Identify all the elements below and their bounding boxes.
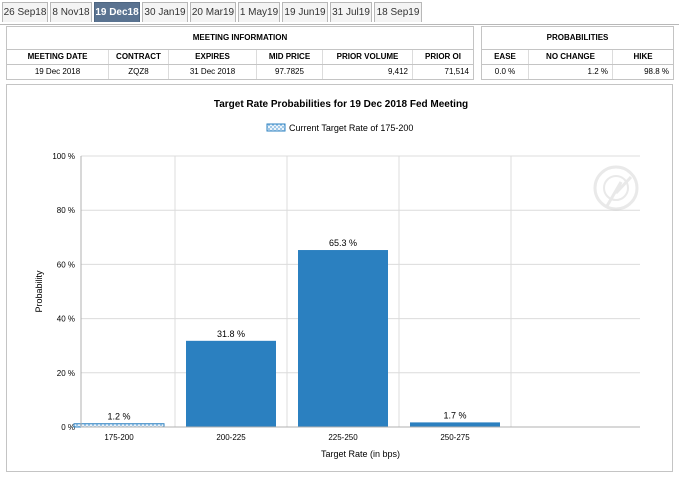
header-prior-volume: PRIOR VOLUME (323, 50, 413, 64)
probabilities-title: PROBABILITIES (482, 27, 673, 50)
legend-swatch (266, 123, 286, 132)
header-expires: EXPIRES (169, 50, 257, 64)
x-tick-labels: 175-200 200-225 225-250 250-275 (104, 433, 470, 442)
data-label-250-275: 1.7 % (443, 410, 466, 420)
data-label-200-225: 31.8 % (217, 329, 245, 339)
header-prior-oi: PRIOR OI (424, 52, 461, 61)
chart-panel: Target Rate Probabilities for 19 Dec 201… (6, 84, 673, 472)
probabilities-panel: PROBABILITIES EASE NO CHANGE HIKE 0.0 % … (481, 26, 674, 80)
tab-8-nov18[interactable]: 8 Nov18 (50, 2, 92, 22)
tab-30-jan19[interactable]: 30 Jan19 (142, 2, 188, 22)
x-axis-label: Target Rate (in bps) (321, 449, 400, 459)
expires-value: 31 Dec 2018 (169, 65, 257, 79)
rate-probability-chart: Target Rate Probabilities for 19 Dec 201… (34, 99, 640, 459)
y-tick-label: 20 % (57, 369, 75, 378)
header-ease: EASE (482, 50, 529, 64)
probabilities-row: 0.0 % 1.2 % 98.8 % (482, 65, 673, 79)
y-tick-label: 80 % (57, 206, 75, 215)
meeting-information-header-row: MEETING DATE CONTRACT EXPIRES MID PRICE … (7, 50, 473, 65)
contract-value: ZQZ8 (109, 65, 169, 79)
x-tick-label-200-225: 200-225 (216, 433, 246, 442)
y-tick-label: 0 % (61, 423, 75, 432)
y-axis-label: Probability (34, 270, 44, 313)
watermark-logo (593, 165, 639, 211)
tab-18-sep19[interactable]: 18 Sep19 (374, 2, 422, 22)
bar-225-250[interactable] (298, 250, 388, 427)
bar-250-275[interactable] (410, 422, 500, 427)
mid-price-value: 97.7825 (257, 65, 323, 79)
tab-19-dec18[interactable]: 19 Dec18 (94, 2, 140, 22)
meeting-information-title: MEETING INFORMATION (7, 27, 473, 50)
x-tick-label-250-275: 250-275 (440, 433, 470, 442)
x-tick-label-175-200: 175-200 (104, 433, 134, 442)
tab-20-mar19[interactable]: 20 Mar19 (190, 2, 236, 22)
bars (73, 250, 500, 428)
y-tick-label: 100 % (52, 152, 75, 161)
header-contract: CONTRACT (109, 50, 169, 64)
x-tick-label-225-250: 225-250 (328, 433, 358, 442)
chart-legend[interactable]: Current Target Rate of 175-200 (266, 123, 413, 133)
prior-volume-value: 9,412 (323, 65, 413, 79)
bar-200-225[interactable] (186, 340, 276, 427)
prior-oi-value: 71,514 (444, 67, 469, 76)
meeting-date-value: 19 Dec 2018 (7, 65, 109, 79)
data-labels: 1.2 % 31.8 % 65.3 % 1.7 % (107, 238, 466, 422)
data-label-175-200: 1.2 % (107, 412, 130, 422)
data-label-225-250: 65.3 % (329, 238, 357, 248)
meeting-information-panel: MEETING INFORMATION MEETING DATE CONTRAC… (6, 26, 474, 80)
header-mid-price: MID PRICE (257, 50, 323, 64)
tab-1-may19[interactable]: 1 May19 (238, 2, 280, 22)
y-tick-label: 60 % (57, 260, 75, 269)
tab-31-jul19[interactable]: 31 Jul19 (330, 2, 372, 22)
meeting-tabs: 26 Sep18 8 Nov18 19 Dec18 30 Jan19 20 Mar19 1… (0, 0, 679, 25)
header-meeting-date: MEETING DATE (7, 50, 109, 64)
header-hike: HIKE (633, 52, 653, 61)
y-tick-label: 40 % (57, 315, 75, 324)
hike-value: 98.8 % (644, 67, 669, 76)
legend-label: Current Target Rate of 175-200 (289, 123, 413, 133)
tab-26-sep18[interactable]: 26 Sep18 (2, 2, 48, 22)
no-change-value: 1.2 % (529, 65, 613, 79)
meeting-information-row: 19 Dec 2018 ZQZ8 31 Dec 2018 97.7825 9,4… (7, 65, 473, 79)
chart-title: Target Rate Probabilities for 19 Dec 201… (214, 99, 468, 110)
tab-19-jun19[interactable]: 19 Jun19 (282, 2, 328, 22)
header-no-change: NO CHANGE (529, 50, 613, 64)
probabilities-header-row: EASE NO CHANGE HIKE (482, 50, 673, 65)
ease-value: 0.0 % (482, 65, 529, 79)
y-tick-labels: 0 % 20 % 40 % 60 % 80 % 100 % (52, 152, 75, 432)
